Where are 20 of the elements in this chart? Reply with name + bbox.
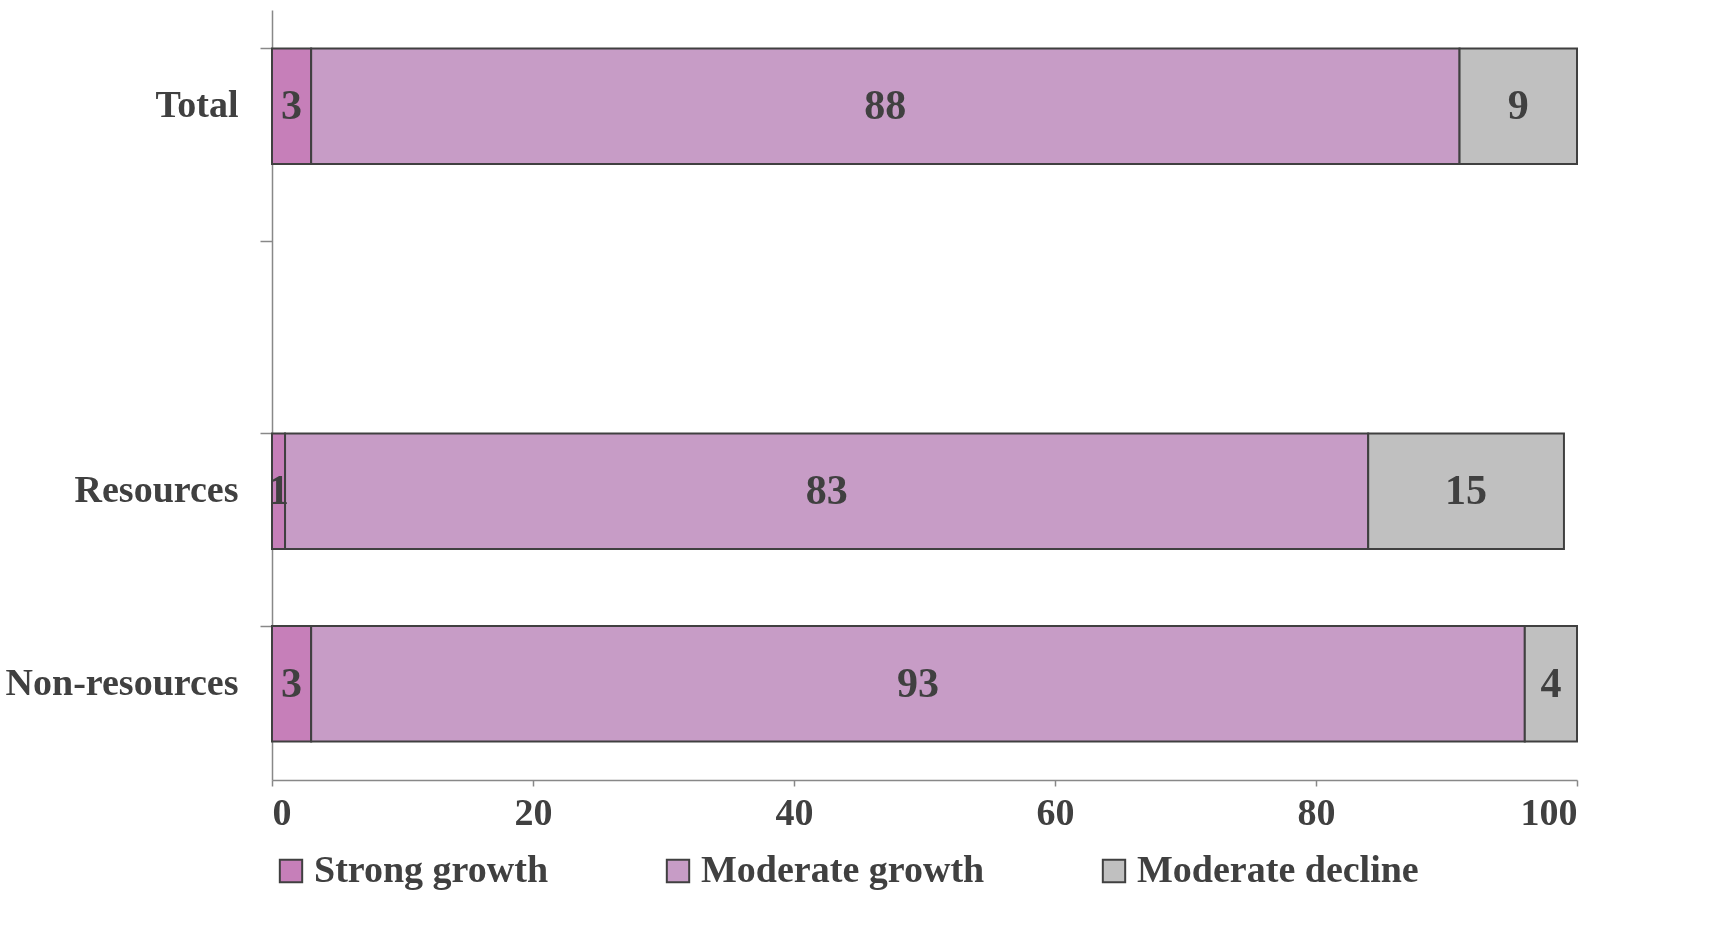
y-tick-label: Resources (74, 468, 239, 511)
x-tick-label: 100 (1520, 790, 1578, 833)
y-tick-label: Non-resources (5, 660, 239, 703)
legend-label: Moderate decline (1137, 848, 1419, 890)
data-label: 93 (896, 659, 939, 706)
x-tick-label: 0 (272, 790, 292, 833)
data-label: 3 (281, 659, 303, 706)
data-label: 4 (1540, 659, 1562, 706)
legend-label: Moderate growth (701, 848, 985, 890)
x-tick-label: 20 (514, 790, 553, 833)
data-label: 15 (1445, 467, 1488, 514)
data-label: 9 (1507, 82, 1529, 129)
x-tick-label: 60 (1036, 790, 1075, 833)
data-label: 83 (805, 467, 848, 514)
data-label: 3 (281, 82, 303, 129)
data-label: 88 (864, 82, 907, 129)
legend-label: Strong growth (314, 848, 549, 890)
x-tick-label: 80 (1297, 790, 1336, 833)
x-tick-label: 40 (775, 790, 814, 833)
y-tick-label: Total (155, 83, 239, 126)
